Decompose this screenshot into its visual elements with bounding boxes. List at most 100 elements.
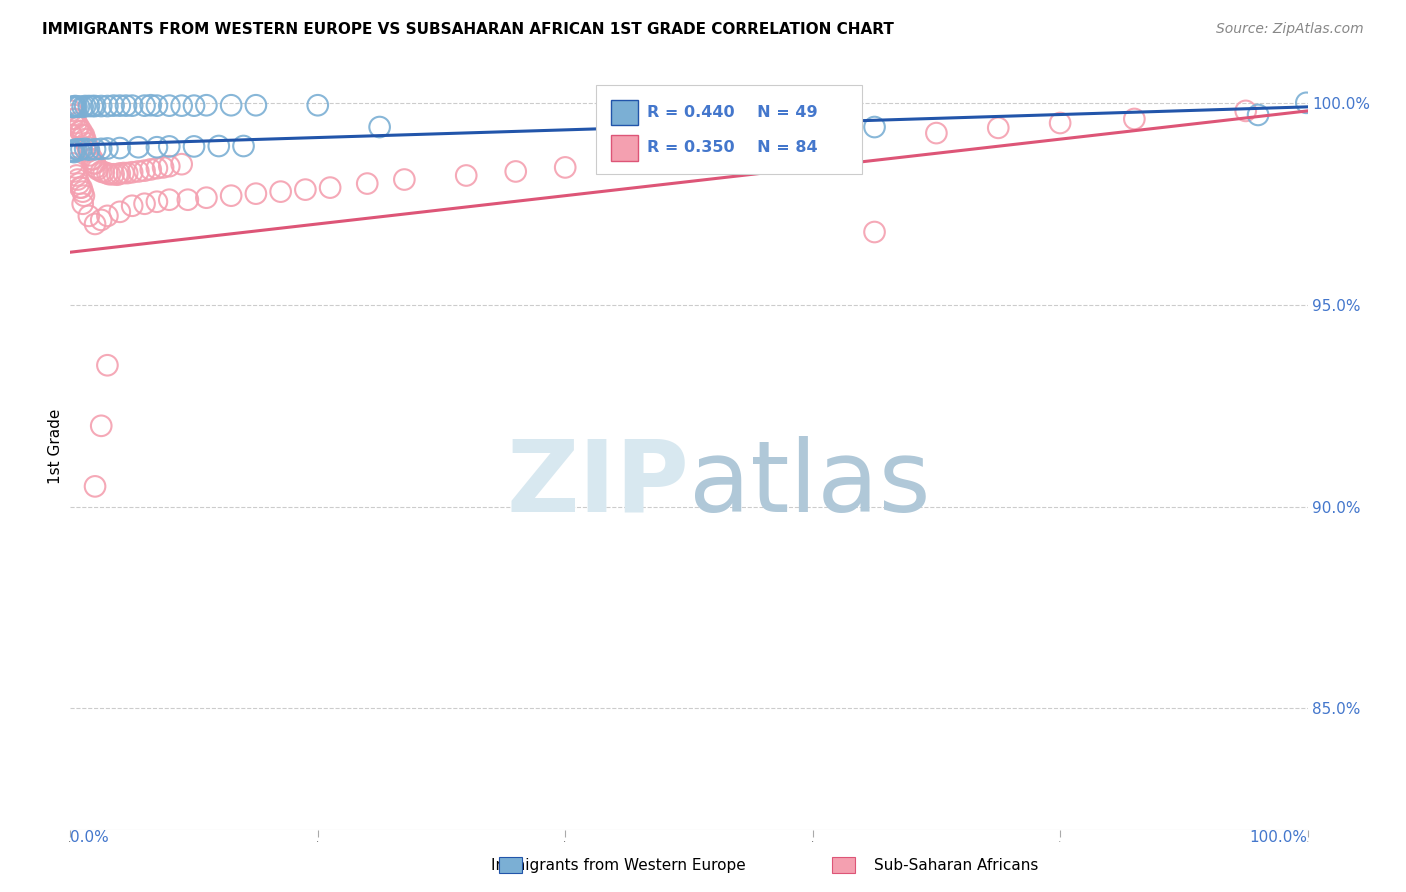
Point xyxy=(505,164,527,178)
Bar xyxy=(612,136,638,161)
Point xyxy=(60,128,83,142)
Point xyxy=(65,112,87,126)
Point xyxy=(208,139,231,153)
Point xyxy=(72,185,94,199)
Text: 100.0%: 100.0% xyxy=(1250,830,1308,845)
Point xyxy=(121,199,143,213)
Point xyxy=(62,112,84,126)
Point xyxy=(63,108,86,122)
Point xyxy=(170,157,193,171)
Point xyxy=(84,99,107,113)
Point xyxy=(65,99,87,113)
FancyBboxPatch shape xyxy=(596,86,862,174)
Point xyxy=(84,217,107,231)
Point xyxy=(60,100,83,114)
Point xyxy=(76,140,98,154)
Point xyxy=(70,142,93,156)
Point xyxy=(219,188,242,202)
Point xyxy=(801,136,824,151)
Point xyxy=(925,126,948,140)
Point xyxy=(108,98,131,112)
Point xyxy=(65,169,87,183)
Point xyxy=(554,161,576,175)
Point xyxy=(77,145,100,159)
Point xyxy=(1295,95,1317,110)
Point xyxy=(65,142,87,156)
Point xyxy=(108,204,131,219)
Point xyxy=(82,99,104,113)
Point xyxy=(96,209,118,223)
Point xyxy=(105,168,128,182)
Point xyxy=(195,191,218,205)
Point xyxy=(60,103,83,118)
Point xyxy=(75,142,97,156)
Point xyxy=(84,156,107,170)
Point xyxy=(93,165,115,179)
Point xyxy=(66,172,89,186)
Point xyxy=(77,209,100,223)
Point xyxy=(75,136,97,151)
Point xyxy=(62,144,84,158)
Point xyxy=(66,120,89,134)
Point xyxy=(72,196,94,211)
Point xyxy=(82,153,104,167)
Point xyxy=(121,165,143,179)
Point xyxy=(157,193,180,207)
Point xyxy=(72,128,94,142)
Point xyxy=(177,193,200,207)
Point xyxy=(90,164,112,178)
Point xyxy=(83,156,105,170)
Point xyxy=(63,164,86,178)
Point xyxy=(67,177,90,191)
Point xyxy=(75,99,97,113)
Text: Sub-Saharan Africans: Sub-Saharan Africans xyxy=(875,858,1038,872)
Point xyxy=(72,100,94,114)
Point xyxy=(1247,108,1270,122)
Point xyxy=(139,162,162,177)
Point xyxy=(62,156,84,170)
Point xyxy=(65,100,87,114)
Point xyxy=(152,161,174,175)
Point xyxy=(183,98,205,112)
Point xyxy=(127,164,149,178)
Point xyxy=(90,213,112,227)
Point xyxy=(98,167,121,181)
Point xyxy=(115,166,138,180)
Point xyxy=(157,159,180,173)
Point xyxy=(146,98,169,112)
Point xyxy=(69,180,91,194)
Point xyxy=(84,142,107,156)
Point xyxy=(90,142,112,156)
Point xyxy=(84,479,107,493)
Point xyxy=(987,120,1010,135)
Point xyxy=(219,98,242,112)
Point xyxy=(65,116,87,130)
Point xyxy=(96,166,118,180)
Point xyxy=(245,186,267,201)
Point xyxy=(232,139,254,153)
Point xyxy=(70,124,93,138)
Text: atlas: atlas xyxy=(689,436,931,533)
Point xyxy=(616,154,638,169)
Point xyxy=(73,128,96,142)
Point xyxy=(127,140,149,154)
Point xyxy=(294,183,316,197)
Point xyxy=(368,120,391,134)
Point xyxy=(678,148,700,162)
Point xyxy=(67,99,90,113)
Point xyxy=(134,196,156,211)
Point xyxy=(270,185,292,199)
Point xyxy=(75,132,97,146)
Point xyxy=(62,100,84,114)
Point xyxy=(103,167,125,181)
Text: R = 0.350    N = 84: R = 0.350 N = 84 xyxy=(647,140,817,155)
Point xyxy=(96,141,118,155)
Point xyxy=(170,98,193,112)
Point xyxy=(90,99,112,113)
Point xyxy=(245,98,267,112)
Point xyxy=(307,98,329,112)
Point xyxy=(134,98,156,112)
Point xyxy=(65,161,87,175)
Point xyxy=(73,188,96,202)
Point xyxy=(356,177,378,191)
